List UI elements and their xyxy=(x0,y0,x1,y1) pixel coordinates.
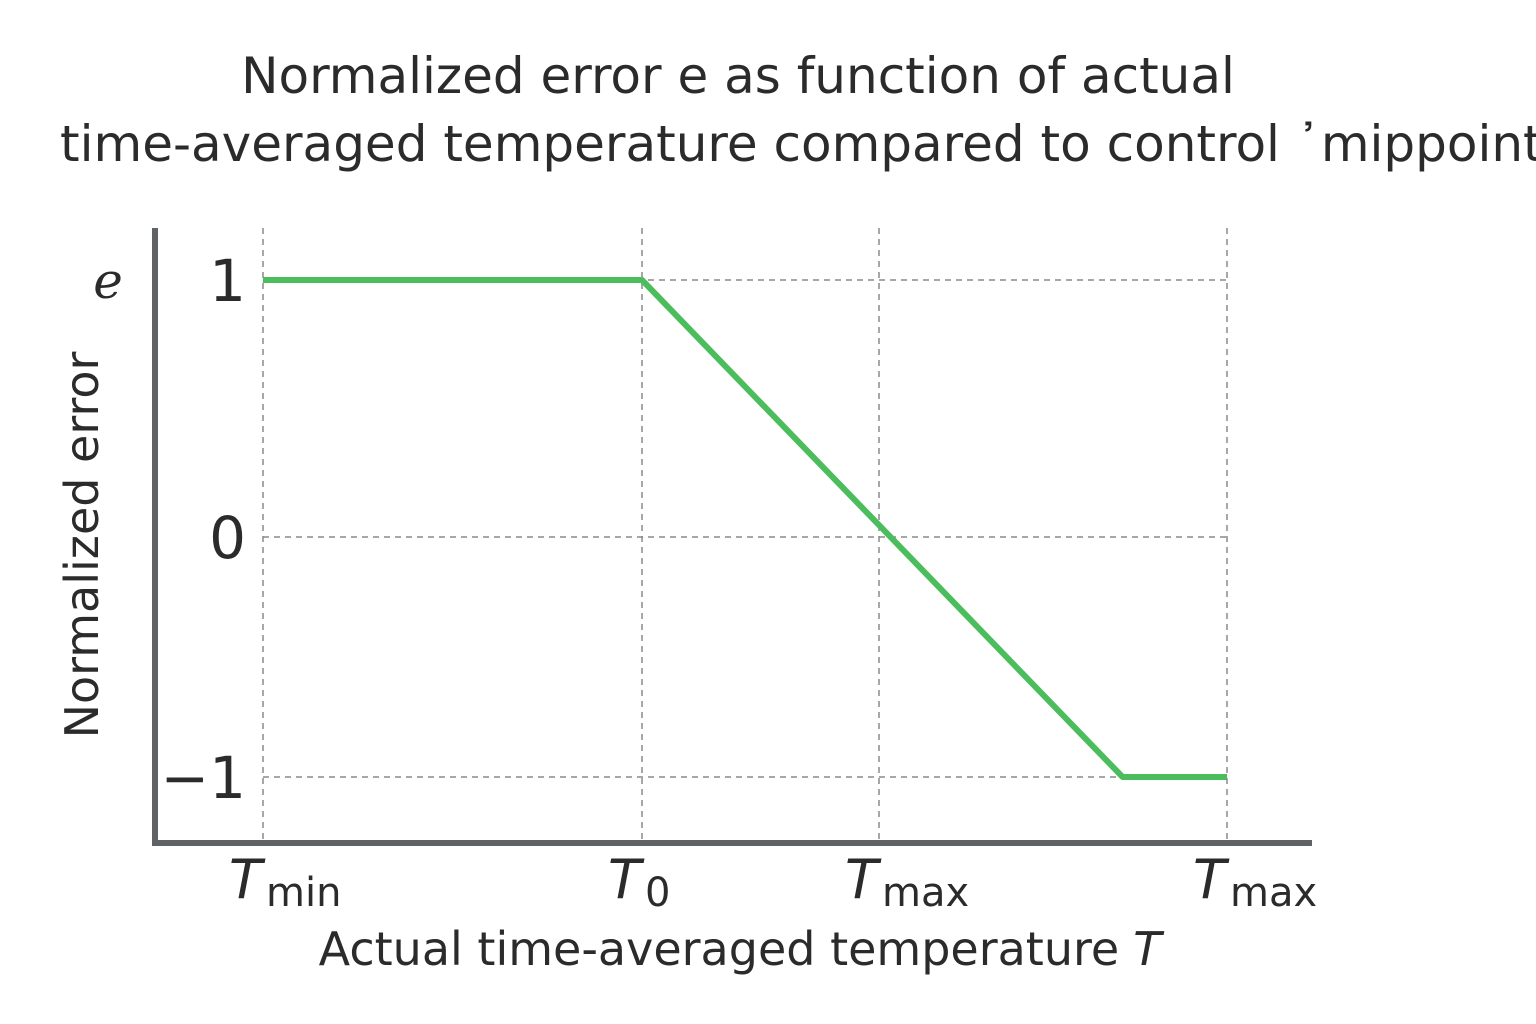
y-tick-labels: 1 0 −1 xyxy=(161,247,247,812)
y-tick-label-1: 0 xyxy=(209,504,246,572)
chart-title-line-1: Normalized error e as function of actual xyxy=(241,47,1235,105)
y-tick-label-2: −1 xyxy=(161,744,247,812)
x-axis-title: Actual time-averaged temperature T xyxy=(319,922,1166,976)
y-tick-label-0: 1 xyxy=(209,247,246,315)
x-axis-variable: T xyxy=(1133,922,1165,976)
grid-lines xyxy=(262,228,1228,843)
y-axis-title: Normalized error xyxy=(55,351,109,738)
series-line xyxy=(263,277,1227,780)
x-axis-title-text: Actual time-averaged temperature xyxy=(319,922,1120,976)
chart-title-line-2: time-averaged temperature compared to co… xyxy=(60,115,1536,173)
y-variable-label: e xyxy=(93,252,123,310)
